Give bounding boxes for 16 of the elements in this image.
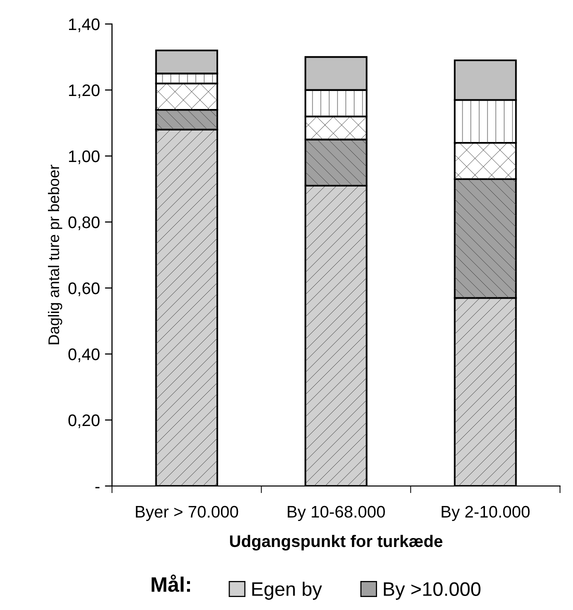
y-tick-label: 0,20 — [68, 414, 100, 428]
x-tick-label: By 2-10.000 — [442, 506, 530, 521]
y-tick-label: 0,40 — [68, 348, 100, 362]
legend-label: Egen by — [252, 582, 322, 600]
x-tick-label: By 10-68.000 — [288, 506, 385, 521]
x-tick-label: Byer > 70.000 — [136, 506, 238, 521]
legend-label: By >10.000 — [384, 582, 480, 600]
x-axis-title: Udgangspunkt for turkæde — [230, 534, 442, 550]
y-tick-label: - — [95, 486, 100, 488]
y-axis-title: Daglig antal ture pr beboer — [48, 164, 62, 344]
y-tick-label: 1,00 — [69, 150, 100, 164]
legend-title: Mål: — [152, 574, 190, 592]
y-tick-label: 0,60 — [68, 282, 100, 296]
y-tick-label: 1,40 — [69, 18, 100, 32]
y-tick-label: 0,80 — [68, 216, 100, 230]
y-tick-label: 1,20 — [69, 84, 100, 98]
